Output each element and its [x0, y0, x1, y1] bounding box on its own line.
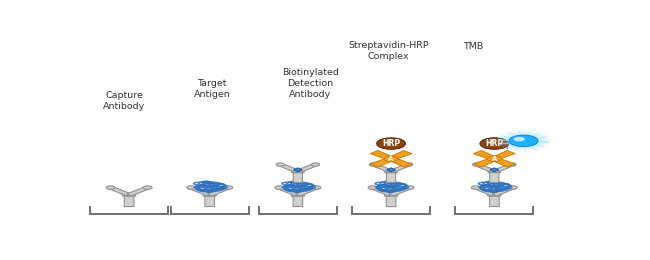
Text: Biotinylated
Detection
Antibody: Biotinylated Detection Antibody	[282, 68, 339, 99]
Polygon shape	[188, 187, 212, 196]
Ellipse shape	[471, 186, 480, 189]
Ellipse shape	[404, 163, 413, 166]
FancyBboxPatch shape	[293, 172, 302, 183]
Polygon shape	[387, 168, 395, 172]
FancyBboxPatch shape	[387, 172, 396, 183]
Text: A: A	[491, 156, 497, 162]
FancyBboxPatch shape	[385, 171, 397, 173]
Polygon shape	[293, 168, 302, 172]
Ellipse shape	[312, 186, 321, 189]
Polygon shape	[277, 187, 300, 196]
FancyBboxPatch shape	[293, 196, 303, 207]
Polygon shape	[296, 187, 319, 196]
Text: HRP: HRP	[486, 139, 503, 148]
FancyBboxPatch shape	[385, 194, 398, 196]
FancyBboxPatch shape	[489, 172, 499, 183]
Polygon shape	[389, 187, 412, 196]
Ellipse shape	[311, 163, 320, 166]
Ellipse shape	[187, 186, 196, 189]
FancyBboxPatch shape	[124, 196, 134, 207]
Polygon shape	[490, 168, 499, 172]
Polygon shape	[389, 164, 411, 172]
Polygon shape	[474, 164, 497, 172]
Ellipse shape	[508, 163, 516, 166]
Text: Streptavidin-HRP
Complex: Streptavidin-HRP Complex	[348, 41, 429, 61]
Circle shape	[382, 140, 393, 144]
Text: TMB: TMB	[463, 42, 484, 51]
FancyBboxPatch shape	[205, 196, 214, 207]
Polygon shape	[473, 187, 497, 196]
FancyBboxPatch shape	[488, 171, 500, 173]
Polygon shape	[278, 164, 300, 172]
FancyBboxPatch shape	[292, 171, 304, 173]
Polygon shape	[491, 151, 515, 160]
Ellipse shape	[508, 186, 517, 189]
Ellipse shape	[275, 186, 283, 189]
Text: HRP: HRP	[382, 139, 400, 148]
Ellipse shape	[224, 186, 233, 189]
Circle shape	[514, 137, 525, 141]
Polygon shape	[388, 151, 412, 160]
Text: Capture
Antibody: Capture Antibody	[103, 91, 145, 111]
FancyBboxPatch shape	[488, 194, 501, 196]
FancyBboxPatch shape	[291, 194, 304, 196]
Polygon shape	[473, 151, 497, 160]
Circle shape	[480, 138, 509, 149]
Polygon shape	[207, 187, 231, 196]
Polygon shape	[370, 158, 394, 167]
Polygon shape	[371, 164, 393, 172]
Polygon shape	[370, 151, 394, 160]
Ellipse shape	[276, 163, 284, 166]
Text: A: A	[388, 156, 394, 162]
Polygon shape	[370, 187, 393, 196]
Ellipse shape	[368, 186, 377, 189]
Ellipse shape	[473, 163, 481, 166]
FancyBboxPatch shape	[489, 196, 499, 207]
Ellipse shape	[106, 186, 115, 189]
Circle shape	[496, 130, 551, 152]
Circle shape	[509, 135, 538, 147]
Circle shape	[502, 132, 545, 150]
Ellipse shape	[144, 186, 152, 189]
Polygon shape	[491, 158, 515, 167]
Circle shape	[506, 134, 541, 148]
FancyBboxPatch shape	[123, 194, 136, 196]
Ellipse shape	[406, 186, 414, 189]
Polygon shape	[127, 187, 150, 196]
Polygon shape	[473, 158, 497, 167]
FancyBboxPatch shape	[203, 194, 216, 196]
Polygon shape	[388, 158, 412, 167]
Text: Target
Antigen: Target Antigen	[194, 79, 231, 99]
Circle shape	[486, 140, 496, 144]
Polygon shape	[492, 164, 514, 172]
Ellipse shape	[369, 163, 378, 166]
Circle shape	[377, 138, 406, 149]
Polygon shape	[108, 187, 131, 196]
Polygon shape	[296, 164, 318, 172]
Circle shape	[488, 156, 501, 161]
Circle shape	[384, 156, 398, 161]
FancyBboxPatch shape	[386, 196, 396, 207]
Polygon shape	[492, 187, 515, 196]
